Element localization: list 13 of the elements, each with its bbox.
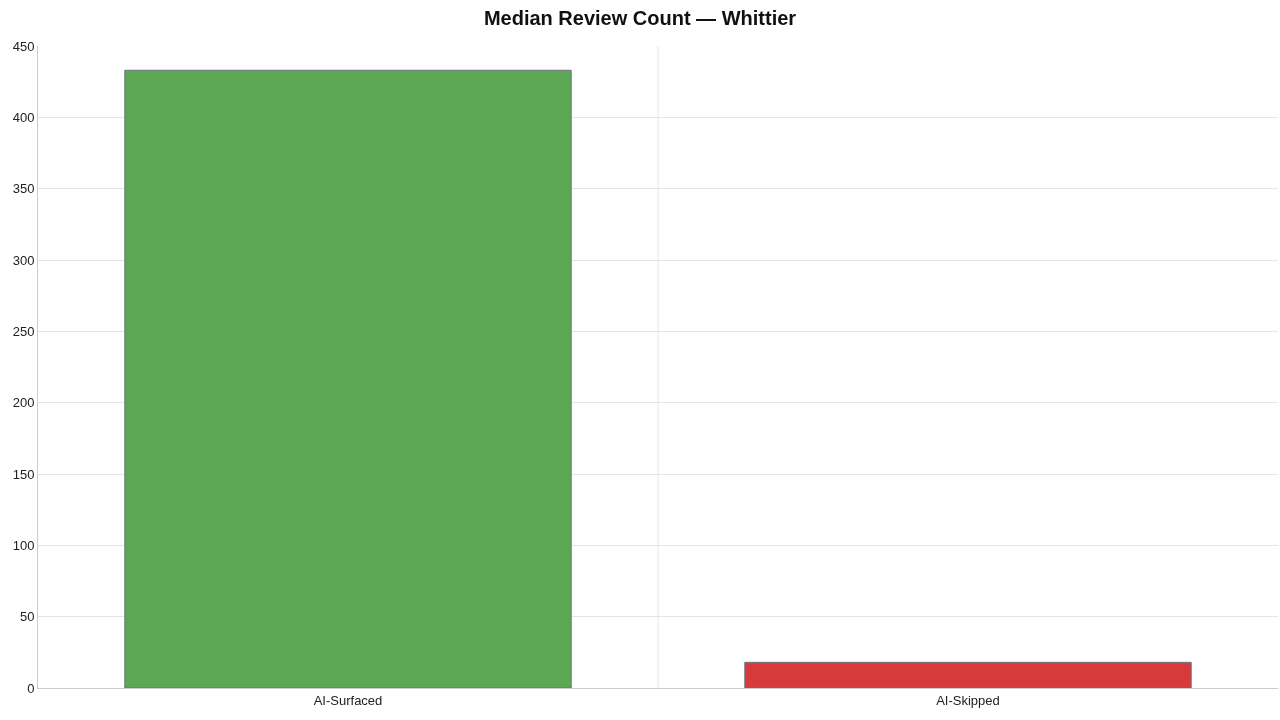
y-tick-label: 350	[12, 181, 35, 197]
y-tick-label: 100	[12, 537, 35, 553]
y-tick-label: 450	[12, 38, 35, 54]
y-tick-label: 400	[12, 109, 35, 125]
chart-title: Median Review Count — Whittier	[483, 6, 797, 29]
y-tick-label: 250	[12, 323, 35, 339]
y-tick-label: 300	[12, 252, 35, 268]
x-tick-label: AI-Surfaced	[313, 692, 383, 708]
y-tick-label: 50	[19, 609, 35, 625]
y-tick-label: 150	[12, 466, 35, 482]
x-tick-label: AI-Skipped	[936, 692, 1000, 708]
y-tick-label: 200	[12, 395, 35, 411]
y-tick-label: 0	[27, 680, 35, 696]
